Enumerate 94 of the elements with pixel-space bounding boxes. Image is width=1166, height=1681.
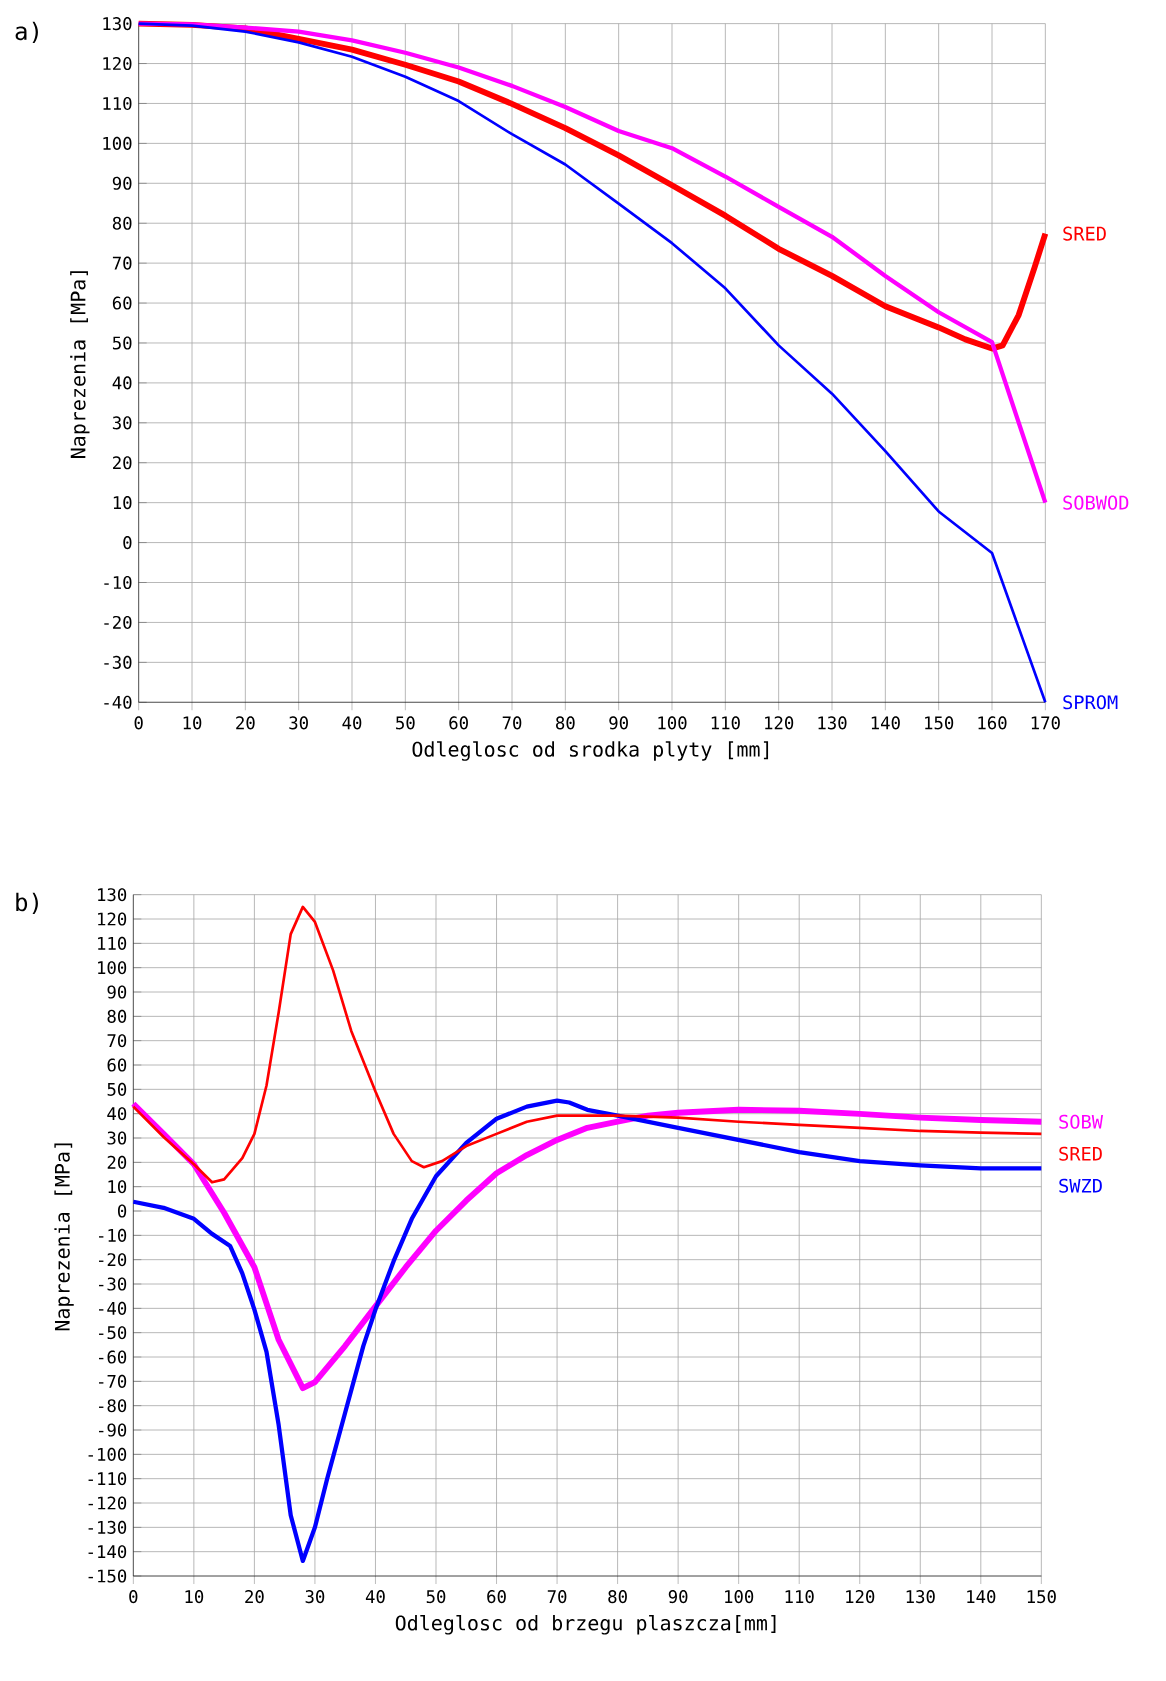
y-tick-label: 120 [103,56,132,71]
y-tick-label: 130 [98,888,127,902]
x-tick-label: 60 [487,1590,506,1604]
x-tick-label: 50 [426,1590,446,1604]
y-tick-label: -130 [88,1520,127,1534]
x-axis-title: Odleglosc od brzegu plaszcza[mm] [395,1615,776,1635]
y-tick-label: -110 [88,1472,127,1486]
x-tick-label: 80 [608,1590,627,1604]
series-label: SRED [1059,1146,1102,1161]
y-tick-label: 130 [103,17,132,31]
x-tick-label: 50 [396,716,415,730]
y-axis-title: Naprezenia [MPa] [70,271,90,458]
y-tick-label: 30 [112,416,132,430]
x-tick-label: 10 [185,1590,204,1604]
x-tick-label: 90 [609,716,628,730]
x-tick-label: 100 [725,1590,754,1604]
y-tick-label: 0 [123,536,132,550]
y-tick-label: 60 [107,1058,127,1072]
x-tick-label: 80 [556,716,575,730]
x-tick-label: 130 [818,716,847,730]
x-tick-label: 140 [871,716,900,730]
y-tick-label: 90 [112,176,132,190]
series-label: SWZD [1059,1178,1102,1193]
x-tick-label: 20 [236,716,255,730]
series-label: SOBW [1059,1114,1104,1129]
y-tick-label: 90 [107,985,127,999]
y-tick-label: 120 [98,912,127,926]
y-tick-label: -60 [98,1350,127,1364]
x-tick-label: 120 [846,1590,875,1604]
y-tick-label: 70 [107,1034,127,1048]
x-tick-label: 60 [449,716,468,730]
y-tick-label: -100 [88,1447,127,1461]
text: b) [16,892,38,915]
x-tick-label: 110 [711,716,740,730]
y-tick-label: 50 [107,1082,127,1096]
y-tick-label: -10 [104,575,132,590]
y-tick-label: 0 [117,1204,127,1218]
x-tick-label: 100 [658,716,687,730]
x-tick-label: 40 [365,1590,385,1604]
series-label: SPROM [1063,695,1118,710]
y-tick-label: 20 [113,456,132,470]
text: a) [15,21,38,44]
x-tick-label: 140 [967,1590,996,1604]
x-tick-label: 70 [547,1590,567,1604]
x-tick-label: 90 [668,1590,688,1604]
y-tick-label: -140 [88,1545,127,1559]
y-tick-label: -10 [98,1228,127,1242]
y-tick-label: -40 [104,695,132,709]
y-tick-label: 80 [112,216,132,230]
y-axis-title: Naprezenia [MPa] [54,1143,74,1331]
x-tick-label: 150 [1027,1590,1056,1604]
y-tick-label: 40 [107,1107,127,1121]
y-tick-label: -20 [98,1253,127,1267]
x-axis-title: Odleglosc od srodka plyty [mm] [412,741,769,761]
y-tick-label: -30 [104,655,132,669]
x-tick-label: 10 [183,716,202,730]
x-tick-label: 110 [785,1590,814,1604]
y-tick-label: -90 [98,1423,127,1437]
x-tick-label: 70 [502,716,522,730]
x-tick-label: 150 [925,716,954,730]
series-label: SRED [1063,226,1106,241]
y-tick-label: 110 [103,96,132,111]
y-tick-label: 110 [98,936,127,950]
y-tick-label: 70 [112,256,132,270]
y-tick-label: 20 [107,1155,127,1169]
y-tick-label: 100 [98,961,127,975]
series-label: SOBWOD [1063,495,1129,510]
y-tick-label: -50 [98,1326,127,1340]
x-tick-label: 130 [906,1590,935,1604]
x-tick-label: 30 [289,716,308,730]
y-tick-label: 10 [113,496,132,510]
y-tick-label: -120 [88,1496,127,1510]
y-tick-label: 10 [108,1180,127,1194]
x-tick-label: 30 [305,1590,325,1604]
x-tick-label: 40 [342,716,362,730]
y-tick-label: -30 [98,1277,127,1291]
y-tick-label: 50 [112,336,132,350]
y-tick-label: -20 [104,615,132,629]
x-tick-label: 160 [978,716,1007,730]
y-tick-label: 100 [103,136,132,150]
x-tick-label: 120 [765,716,794,730]
y-tick-label: -80 [98,1399,127,1413]
y-tick-label: 40 [112,376,132,390]
x-tick-label: 170 [1031,716,1060,730]
y-tick-label: 30 [107,1131,127,1145]
y-tick-label: 60 [112,296,132,310]
line-series [136,21,1048,505]
x-tick-label: 20 [245,1590,264,1604]
y-tick-label: -150 [88,1569,127,1583]
x-tick-label: 0 [134,716,143,730]
line-series [132,905,1043,1184]
y-tick-label: -70 [98,1374,127,1388]
y-tick-label: -40 [98,1301,127,1315]
y-tick-label: 80 [107,1009,127,1023]
